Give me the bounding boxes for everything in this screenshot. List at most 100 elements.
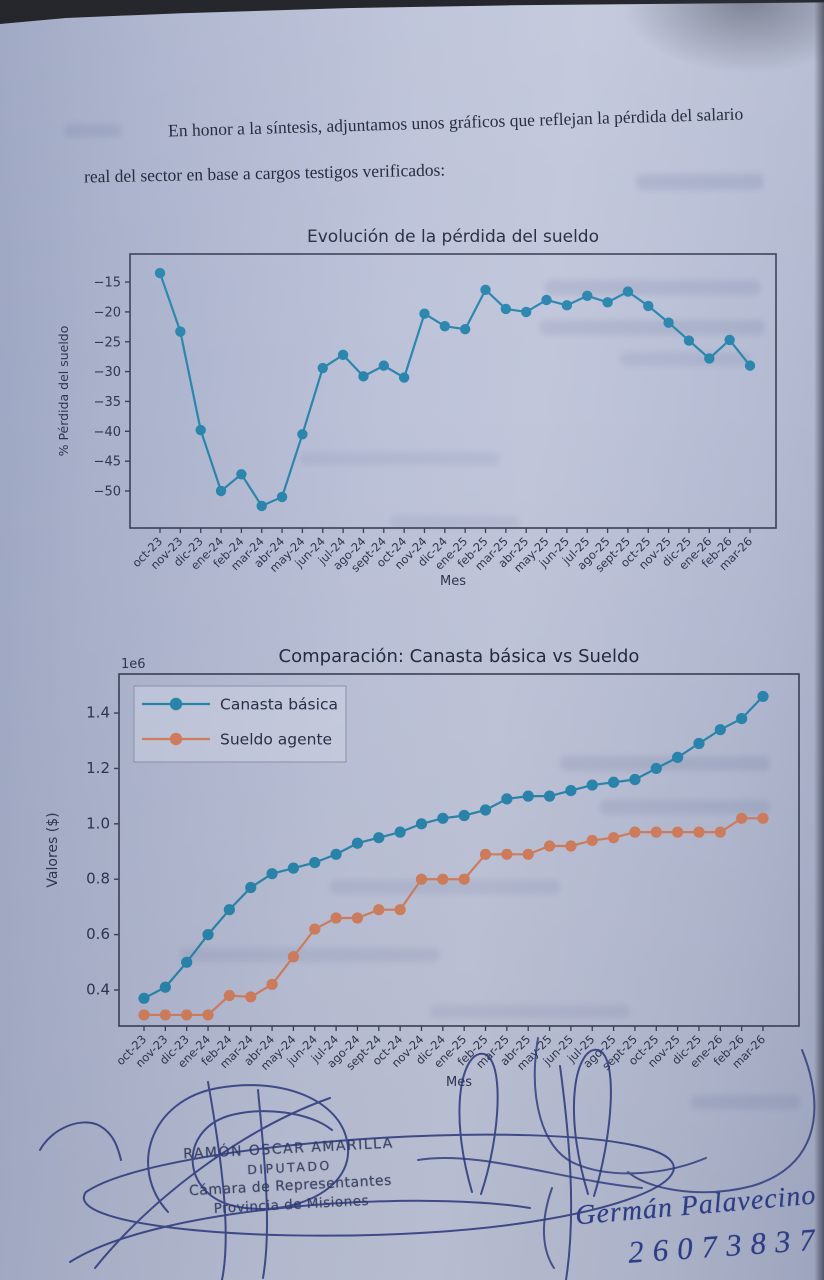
- y-tick-label: 0.6: [86, 925, 110, 943]
- chart-title: Evolución de la pérdida del sueldo: [307, 227, 599, 247]
- data-point: [330, 912, 342, 924]
- signature-stroke: [94, 1097, 331, 1269]
- data-point: [154, 267, 166, 279]
- data-point: [223, 904, 235, 916]
- y-tick-label: −25: [94, 335, 121, 350]
- data-point: [693, 826, 705, 838]
- signature-stroke: [82, 1133, 675, 1237]
- data-point: [419, 308, 430, 319]
- data-point: [757, 690, 769, 703]
- data-point: [561, 300, 573, 311]
- data-point: [202, 929, 214, 941]
- chart-title: Comparación: Canasta básica vs Sueldo: [279, 646, 640, 667]
- data-point: [459, 324, 471, 335]
- data-point: [643, 300, 654, 312]
- data-point: [704, 353, 715, 364]
- series-canasta-b-sica: [138, 690, 769, 1004]
- data-point: [650, 762, 662, 775]
- signature-stroke: [417, 1157, 643, 1189]
- data-point: [266, 868, 278, 880]
- y-tick-label: −15: [94, 276, 121, 291]
- data-point: [287, 951, 300, 963]
- data-point: [622, 286, 634, 297]
- y-axis-label: % Pérdida del sueldo: [56, 326, 71, 457]
- data-point: [650, 826, 662, 838]
- data-point: [683, 335, 695, 346]
- data-point: [607, 776, 620, 788]
- signature-right: [417, 1037, 816, 1269]
- data-point: [181, 1009, 193, 1021]
- data-point: [236, 469, 247, 480]
- data-point: [501, 793, 513, 805]
- data-point: [245, 881, 257, 894]
- data-point: [175, 326, 186, 337]
- y-tick-label: 0.8: [86, 870, 110, 888]
- data-point: [159, 1009, 171, 1021]
- data-point: [378, 360, 389, 371]
- plot-box: [129, 253, 777, 529]
- y-tick-label: 1.2: [86, 759, 110, 777]
- signature-stroke: [39, 1121, 122, 1161]
- data-point: [138, 1009, 150, 1021]
- data-point: [276, 491, 288, 503]
- legend-entry-label: Sueldo agente: [220, 731, 332, 749]
- data-point: [394, 904, 406, 916]
- data-point: [543, 790, 556, 802]
- x-axis-label: Mes: [446, 1075, 472, 1090]
- signature-stroke: [543, 1187, 555, 1269]
- signature-stroke: [627, 1049, 816, 1194]
- data-point: [565, 840, 577, 852]
- data-point: [744, 360, 756, 371]
- data-point: [458, 809, 470, 822]
- axis-offset-label: 1e6: [121, 657, 146, 672]
- data-point: [586, 779, 598, 791]
- data-point: [138, 992, 150, 1004]
- y-tick-label: 0.4: [86, 980, 110, 998]
- data-point: [458, 873, 470, 885]
- data-point: [500, 303, 512, 315]
- data-point: [245, 991, 257, 1003]
- data-point: [195, 424, 206, 436]
- data-point: [351, 912, 364, 924]
- y-tick-label: −35: [94, 395, 121, 410]
- legend-entry-label: Canasta básica: [220, 696, 338, 714]
- data-point: [522, 790, 534, 802]
- data-point: [521, 306, 532, 318]
- data-point: [757, 812, 769, 824]
- x-axis-label: Mes: [440, 574, 466, 589]
- data-point: [287, 862, 300, 874]
- signature-stroke: [533, 1037, 707, 1175]
- series-sueldo-agente: [138, 812, 769, 1021]
- data-point: [394, 826, 406, 838]
- data-point: [714, 826, 726, 838]
- data-point: [437, 812, 449, 824]
- data-point: [351, 837, 364, 849]
- signature-stroke: [572, 1048, 612, 1197]
- data-point: [582, 290, 593, 301]
- data-point: [317, 362, 328, 374]
- y-tick-label: 1.0: [86, 814, 110, 832]
- y-tick-label: −40: [94, 425, 121, 440]
- data-point: [479, 848, 492, 860]
- data-point: [373, 832, 385, 844]
- data-point: [629, 826, 641, 838]
- data-point: [736, 812, 748, 824]
- data-point: [672, 826, 684, 838]
- y-tick-label: −50: [94, 484, 121, 499]
- data-point: [309, 923, 321, 935]
- signature-stroke: [559, 1065, 573, 1280]
- data-point: [479, 804, 492, 816]
- y-tick-label: −45: [94, 455, 121, 470]
- data-point: [672, 751, 684, 763]
- data-point: [256, 500, 267, 512]
- photo-right-edge: [814, 0, 824, 1280]
- signature-stroke: [69, 1199, 531, 1263]
- legend-swatch-marker: [169, 732, 183, 746]
- signature-stroke: [147, 1084, 350, 1213]
- data-point: [337, 349, 349, 361]
- data-point: [202, 1009, 214, 1021]
- data-point: [266, 978, 278, 991]
- data-point: [541, 294, 552, 306]
